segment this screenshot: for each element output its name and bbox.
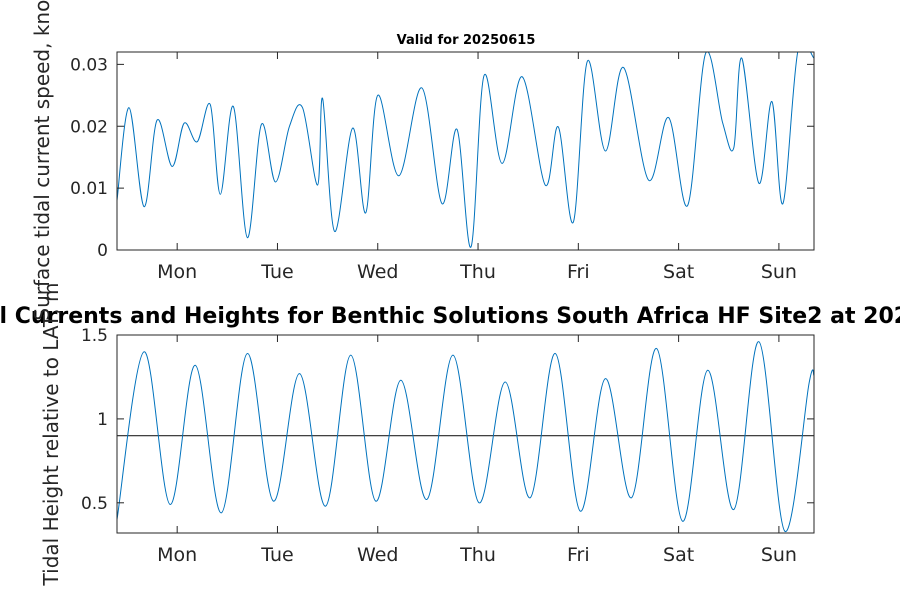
tidal-height-xtick-label: Thu <box>459 544 496 566</box>
current-speed-ytick-label: 0.02 <box>70 117 108 137</box>
tidal-height-xtick-label: Sun <box>761 544 797 566</box>
current-speed-xtick-label: Sun <box>761 261 797 283</box>
current-speed-xtick-label: Sat <box>663 261 694 283</box>
tidal-height-ytick-label: 1 <box>97 410 108 430</box>
current-speed-xtick-label: Wed <box>357 261 398 283</box>
current-speed-xtick-label: Thu <box>459 261 496 283</box>
figure-suptitle: Tidal Currents and Heights for Benthic S… <box>0 304 900 329</box>
tidal-height-ytick-label: 1.5 <box>81 326 108 346</box>
tidal-height-series-line <box>117 341 814 532</box>
tidal-height-axes-box <box>116 334 815 534</box>
tidal-height-tick-layer: 0.5 1 1.5 Mon Tue Wed Thu Fri Sat Sun <box>81 326 814 566</box>
current-speed-axes: 0 0.01 0.02 0.03 Mon Tue Wed Thu Fri Sat Sun <box>70 51 815 283</box>
current-speed-ytick-label: 0.03 <box>70 55 108 75</box>
top-chart-title: Valid for 20250615 <box>397 33 536 48</box>
tidal-height-xtick-label: Tue <box>260 544 293 566</box>
current-speed-axes-box <box>116 51 815 251</box>
tidal-height-xtick-label: Wed <box>357 544 398 566</box>
tidal-height-ytick-label: 0.5 <box>81 494 108 514</box>
tidal-height-ylabel: Tidal Height relative to LAT, m <box>39 283 63 587</box>
current-speed-xtick-label: Tue <box>260 261 293 283</box>
current-speed-xtick-label: Fri <box>567 261 590 283</box>
current-speed-ytick-label: 0.01 <box>70 179 108 199</box>
tidal-height-xtick-label: Mon <box>157 544 197 566</box>
tidal-height-xtick-label: Fri <box>567 544 590 566</box>
current-speed-tick-layer: 0 0.01 0.02 0.03 Mon Tue Wed Thu Fri Sat Sun <box>70 52 814 283</box>
current-speed-line-layer <box>117 52 814 248</box>
tidal-height-axes: 0.5 1 1.5 Mon Tue Wed Thu Fri Sat Sun <box>81 326 815 566</box>
current-speed-ylabel: Surface tidal current speed, knots <box>30 0 54 321</box>
current-speed-series-line <box>117 52 814 248</box>
current-speed-xtick-label: Mon <box>157 261 197 283</box>
tidal-height-xtick-label: Sat <box>663 544 694 566</box>
tidal-height-line-layer <box>117 341 814 532</box>
current-speed-ytick-label: 0 <box>97 241 108 261</box>
